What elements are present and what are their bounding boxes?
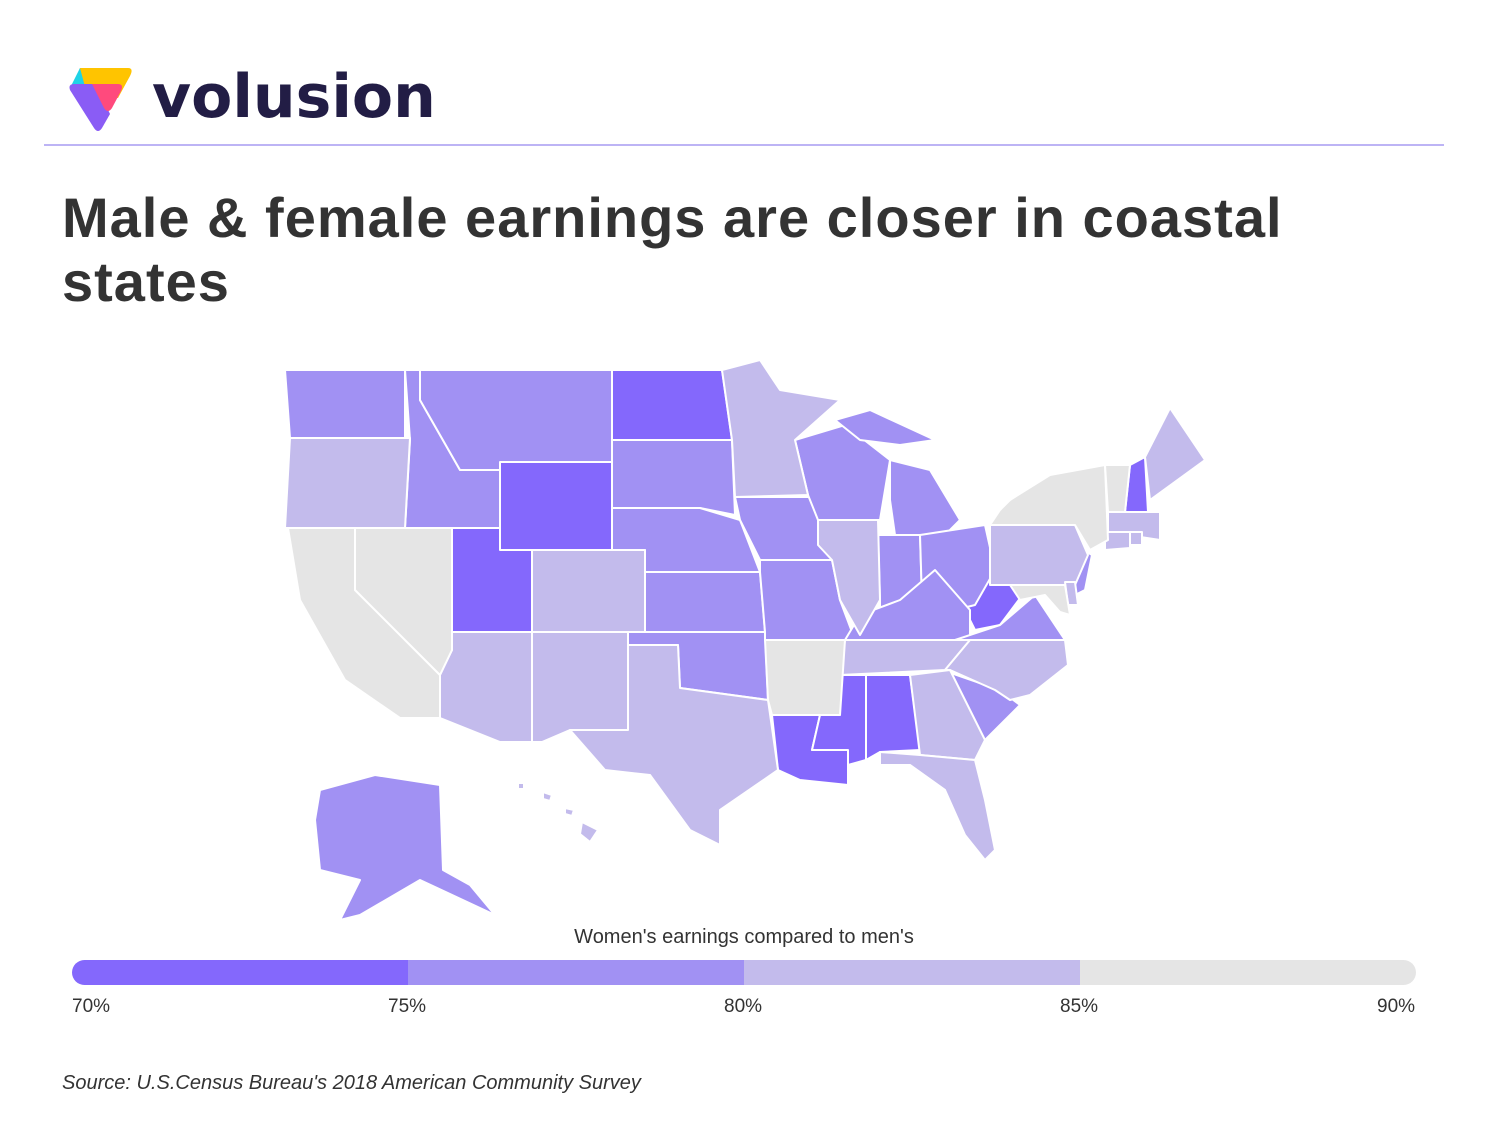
state-ny [989, 464, 1109, 551]
state-sd [611, 439, 736, 516]
state-ar [764, 639, 846, 716]
legend-color-bar [72, 960, 1416, 985]
state-al [865, 674, 921, 761]
legend-title: Women's earnings compared to men's [574, 926, 914, 948]
page-title: Male & female earnings are closer in coa… [62, 186, 1283, 313]
state-ri [1129, 531, 1143, 546]
legend-tick: 85% [1060, 996, 1099, 1017]
state-az [439, 631, 533, 743]
header-divider [44, 144, 1444, 146]
state-wy [499, 461, 613, 551]
state-mt [419, 369, 613, 471]
state-nv [354, 527, 453, 676]
state-tx [569, 644, 779, 846]
source-note: Source: U.S.Census Bureau's 2018 America… [62, 1072, 641, 1094]
state-wa [284, 369, 406, 439]
brand-name: volusion [152, 62, 436, 132]
state-md [1009, 584, 1071, 616]
legend-tick: 70% [72, 996, 111, 1017]
state-ga [909, 669, 986, 761]
volusion-logo-icon [69, 68, 132, 131]
legend-tick: 90% [1377, 996, 1416, 1017]
state-nd [611, 369, 733, 441]
legend-bin-3 [744, 960, 1080, 985]
legend-bin-2 [408, 960, 744, 985]
state-or [284, 437, 411, 529]
state-ks [644, 571, 766, 633]
legend-bin-4 [1080, 960, 1416, 985]
state-fl [879, 751, 996, 861]
state-nc [944, 639, 1069, 701]
state-co [531, 549, 646, 633]
legend-bin-1 [72, 960, 408, 985]
state-ct [1104, 531, 1131, 551]
state-il [817, 519, 881, 636]
state-pa [989, 524, 1089, 586]
state-hi [517, 782, 599, 843]
state-nm [531, 631, 629, 743]
state-ak [314, 774, 496, 921]
state-me [1144, 407, 1206, 501]
state-mn [721, 359, 841, 498]
state-vt [1104, 464, 1131, 513]
legend-tick: 80% [724, 996, 763, 1017]
legend-tick: 75% [388, 996, 427, 1017]
